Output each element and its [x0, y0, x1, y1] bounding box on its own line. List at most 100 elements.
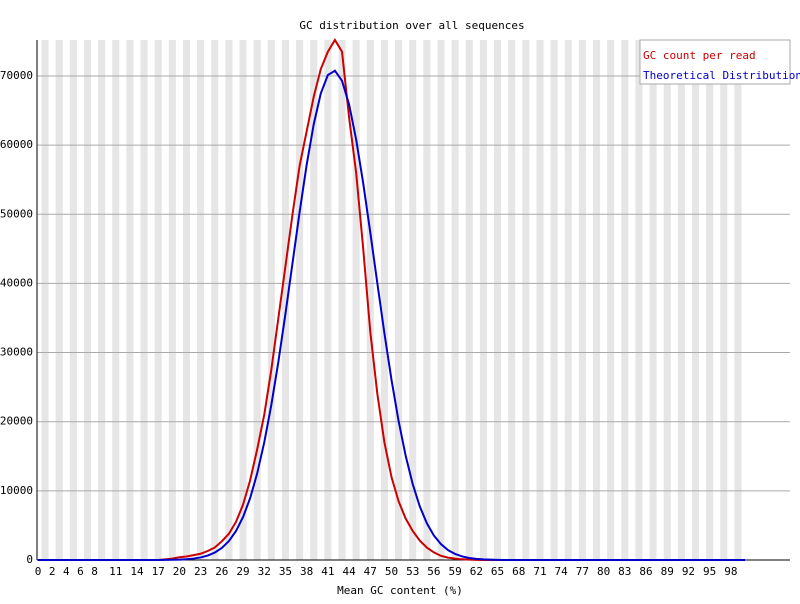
stripe [494, 40, 502, 560]
x-tick-label: 23 [194, 565, 207, 578]
x-tick-label: 2 [49, 565, 56, 578]
x-tick-label: 17 [152, 565, 165, 578]
x-tick-label: 26 [215, 565, 228, 578]
stripe [706, 40, 714, 560]
x-tick-label: 50 [385, 565, 398, 578]
stripe [621, 40, 629, 560]
stripe [437, 40, 445, 560]
stripe [479, 40, 487, 560]
x-tick-label: 77 [576, 565, 589, 578]
y-tick-label: 60000 [0, 138, 33, 151]
x-tick-label: 8 [91, 565, 98, 578]
x-tick-label: 44 [342, 565, 356, 578]
stripe [267, 40, 275, 560]
stripe [508, 40, 516, 560]
x-tick-label: 38 [300, 565, 313, 578]
stripe [635, 40, 643, 560]
stripe [126, 40, 134, 560]
stripe [536, 40, 544, 560]
stripe [649, 40, 657, 560]
x-tick-label: 6 [77, 565, 84, 578]
stripe [734, 40, 742, 560]
stripe [465, 40, 473, 560]
stripe [239, 40, 247, 560]
y-tick-label: 70000 [0, 69, 33, 82]
chart-title: GC distribution over all sequences [299, 19, 524, 32]
x-tick-label: 89 [661, 565, 674, 578]
stripe [211, 40, 219, 560]
x-tick-label: 68 [512, 565, 525, 578]
stripe [607, 40, 615, 560]
y-tick-label: 10000 [0, 484, 33, 497]
stripe [409, 40, 417, 560]
stripe [550, 40, 558, 560]
x-tick-label: 95 [703, 565, 716, 578]
stripe [296, 40, 304, 560]
x-tick-label: 80 [597, 565, 610, 578]
x-tick-label: 62 [470, 565, 483, 578]
stripe [182, 40, 191, 560]
stripe [366, 40, 374, 560]
x-tick-label: 56 [427, 565, 440, 578]
stripe [395, 40, 403, 560]
x-tick-label: 86 [639, 565, 652, 578]
x-tick-label: 65 [491, 565, 504, 578]
y-tick-label: 40000 [0, 276, 33, 289]
x-tick-label: 20 [173, 565, 186, 578]
y-tick-label: 0 [26, 553, 33, 566]
stripe [338, 40, 346, 560]
x-tick-label: 71 [533, 565, 546, 578]
stripe [168, 40, 176, 560]
x-tick-label: 29 [236, 565, 249, 578]
x-tick-label: 4 [63, 565, 70, 578]
stripe [564, 40, 572, 560]
x-tick-label: 83 [618, 565, 631, 578]
stripe [41, 40, 49, 560]
stripe [578, 40, 586, 560]
x-tick-label: 47 [364, 565, 377, 578]
stripe [677, 40, 685, 560]
stripe [691, 40, 700, 560]
x-tick-label: 98 [724, 565, 737, 578]
x-tick-label: 32 [258, 565, 271, 578]
stripe [253, 40, 261, 560]
stripe [154, 40, 162, 560]
x-tick-label: 0 [35, 565, 42, 578]
x-tick-label: 11 [109, 565, 122, 578]
x-tick-label: 41 [321, 565, 334, 578]
x-tick-label: 92 [682, 565, 695, 578]
x-tick-label: 53 [406, 565, 419, 578]
y-tick-label: 20000 [0, 415, 33, 428]
legend-box [639, 39, 791, 85]
stripe [83, 40, 92, 560]
stripes [41, 40, 742, 560]
stripe [324, 40, 332, 560]
stripe [310, 40, 318, 560]
stripe [140, 40, 148, 560]
stripe [423, 40, 431, 560]
legend-entry: Theoretical Distribution [643, 69, 800, 82]
x-tick-label: 35 [279, 565, 292, 578]
stripe [663, 40, 671, 560]
stripe [281, 40, 289, 560]
series-line [38, 69, 745, 561]
x-tick-label: 59 [449, 565, 462, 578]
stripe [720, 40, 728, 560]
stripe [522, 40, 530, 560]
stripe [225, 40, 233, 560]
stripe [380, 40, 388, 560]
x-tick-label: 74 [555, 565, 569, 578]
stripe [55, 40, 63, 560]
x-tick-label: 14 [130, 565, 144, 578]
stripe [352, 40, 360, 560]
stripe [112, 40, 120, 560]
stripe [451, 40, 459, 560]
y-tick-label: 30000 [0, 346, 33, 359]
stripe [592, 40, 601, 560]
x-axis-label: Mean GC content (%) [337, 584, 463, 597]
stripe [197, 40, 205, 560]
y-tick-label: 50000 [0, 207, 33, 220]
stripe [69, 40, 77, 560]
